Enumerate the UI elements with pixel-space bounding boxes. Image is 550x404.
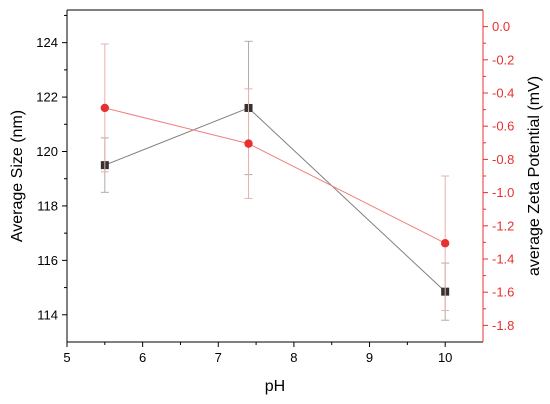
series-left bbox=[100, 40, 450, 321]
data-point-right-1 bbox=[244, 139, 253, 148]
y-right-tick-label: -1.6 bbox=[492, 285, 514, 300]
y-right-tick-label: -1.8 bbox=[492, 318, 514, 333]
y-right-tick-label: -1.2 bbox=[492, 218, 514, 233]
x-tick-label: 9 bbox=[366, 350, 373, 365]
y-left-tick-label: 120 bbox=[36, 144, 58, 159]
y-left-tick-label: 124 bbox=[36, 35, 58, 50]
y-right-tick-label: -0.4 bbox=[492, 86, 514, 101]
x-tick-label: 5 bbox=[63, 350, 70, 365]
y-right-tick-label: -1.0 bbox=[492, 185, 514, 200]
y-right-tick-label: -0.8 bbox=[492, 152, 514, 167]
y-left-tick-label: 118 bbox=[37, 198, 58, 213]
data-point-right-2 bbox=[440, 239, 450, 248]
y-left-tick-label: 122 bbox=[36, 90, 58, 105]
series-line-left bbox=[104, 107, 446, 293]
y-right-tick-label: 0.0 bbox=[492, 19, 510, 34]
y-left-tick-label: 114 bbox=[37, 307, 58, 322]
x-tick-label: 8 bbox=[290, 350, 297, 365]
x-tick-label: 6 bbox=[139, 350, 146, 365]
y-axis-right-title: average Zeta Potential (mV) bbox=[526, 76, 543, 276]
series-right bbox=[100, 43, 450, 311]
y-right-tick-label: -1.4 bbox=[492, 252, 514, 267]
x-axis-title: pH bbox=[265, 378, 285, 395]
x-tick-label: 7 bbox=[215, 350, 222, 365]
plot-area bbox=[100, 40, 450, 321]
series-line-right bbox=[104, 107, 446, 244]
y-right-tick-label: -0.6 bbox=[492, 119, 514, 134]
y-right-tick-label: -0.2 bbox=[492, 52, 514, 67]
x-tick-label: 10 bbox=[438, 350, 452, 365]
y-left-tick-label: 116 bbox=[37, 253, 58, 268]
y-axis-left-title: Average Size (nm) bbox=[9, 110, 26, 242]
axes: 5 6 7 8 9 10 114 116 118 120 122 124 -1.8 -1.6 -1.4 -1.… bbox=[36, 9, 514, 365]
data-point-right-0 bbox=[100, 103, 110, 113]
